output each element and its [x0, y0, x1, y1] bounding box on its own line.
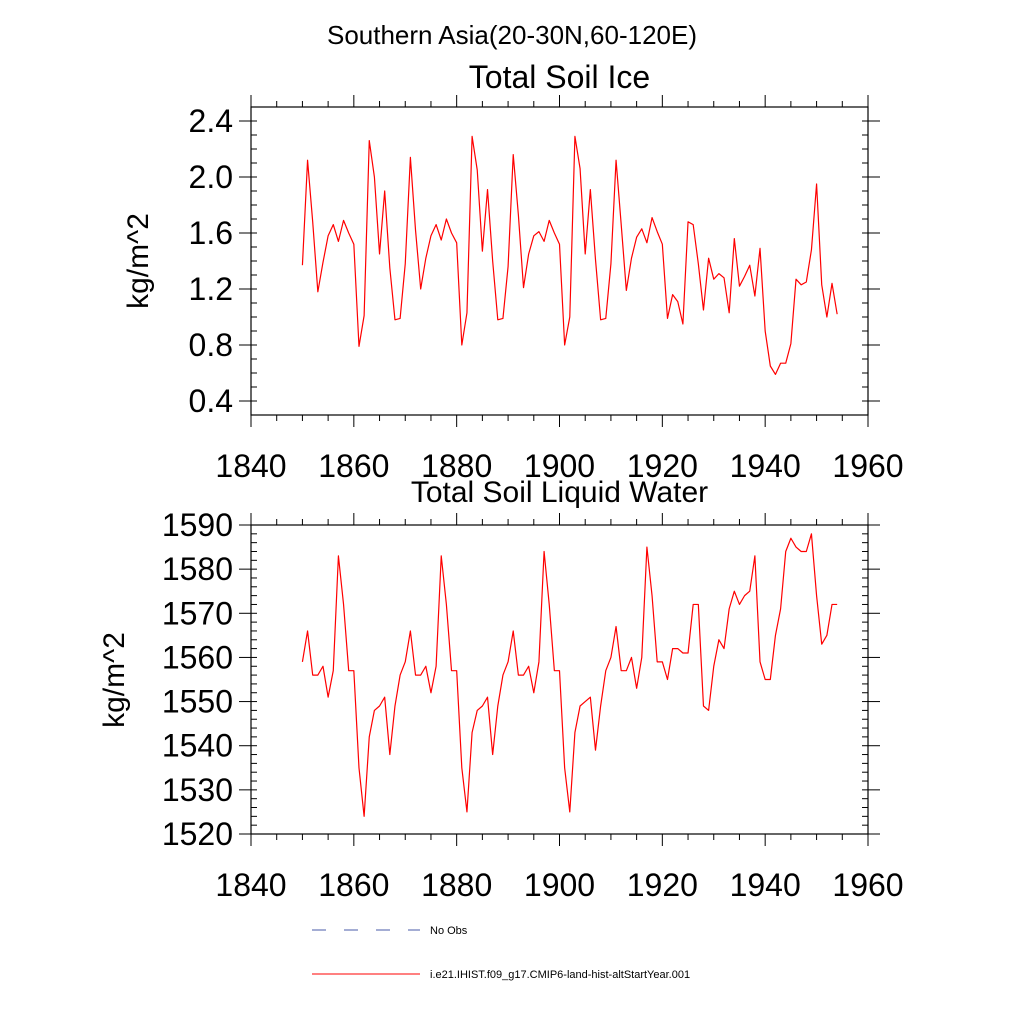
legend: No Obs i.e21.IHIST.f09_g17.CMIP6-land-his… [312, 925, 690, 981]
legend-label-1: No Obs [430, 925, 468, 937]
y-tick-label: 2.4 [189, 103, 233, 139]
x-tick-label: 1840 [215, 448, 286, 484]
y-tick-label: 1530 [162, 772, 233, 808]
x-tick-label: 1880 [421, 448, 492, 484]
x-tick-label: 1860 [318, 867, 389, 903]
y-tick-label: 1.2 [189, 271, 233, 307]
y-tick-label: 1520 [162, 816, 233, 852]
charts-group: Total Soil Ice kg/m^2 1840 1860 1880 1900 1920… [98, 59, 904, 903]
y-tick-label: 1580 [162, 551, 233, 587]
series-line-1 [301, 135, 838, 375]
y-tick-label: 0.4 [189, 383, 233, 419]
x-tick-label: 1860 [318, 448, 389, 484]
chart-panel-1: Total Soil Ice kg/m^2 1840 1860 1880 1900 1920… [122, 59, 904, 484]
page-title: Southern Asia(20-30N,60-120E) [327, 20, 697, 50]
y-tick-label: 2.0 [189, 159, 233, 195]
series-line-1 [301, 533, 838, 817]
y-tick-label: 0.8 [189, 327, 233, 363]
x-tick-label: 1940 [730, 867, 801, 903]
x-tick-label: 1840 [215, 867, 286, 903]
chart-title: Total Soil Ice [469, 59, 650, 95]
x-tick-label: 1920 [627, 448, 698, 484]
y-tick-label: 1.6 [189, 215, 233, 251]
y-axis-label: kg/m^2 [98, 632, 131, 728]
chart-title: Total Soil Liquid Water [411, 476, 708, 509]
x-tick-label: 1960 [832, 867, 903, 903]
legend-label-2: i.e21.IHIST.f09_g17.CMIP6-land-hist-altS… [430, 969, 690, 981]
chart-panel-2: Total Soil Liquid Water kg/m^2 1840 1860 188… [98, 476, 904, 903]
y-tick-label: 1570 [162, 595, 233, 631]
plot-frame [250, 106, 869, 416]
y-tick-label: 1590 [162, 507, 233, 543]
y-tick-label: 1550 [162, 684, 233, 720]
y-axis-label: kg/m^2 [122, 213, 155, 309]
x-tick-label: 1940 [730, 448, 801, 484]
x-tick-label: 1920 [627, 867, 698, 903]
y-tick-label: 1540 [162, 728, 233, 764]
y-tick-label: 1560 [162, 639, 233, 675]
x-tick-label: 1900 [524, 867, 595, 903]
x-tick-label: 1960 [832, 448, 903, 484]
x-tick-label: 1900 [524, 448, 595, 484]
x-tick-label: 1880 [421, 867, 492, 903]
